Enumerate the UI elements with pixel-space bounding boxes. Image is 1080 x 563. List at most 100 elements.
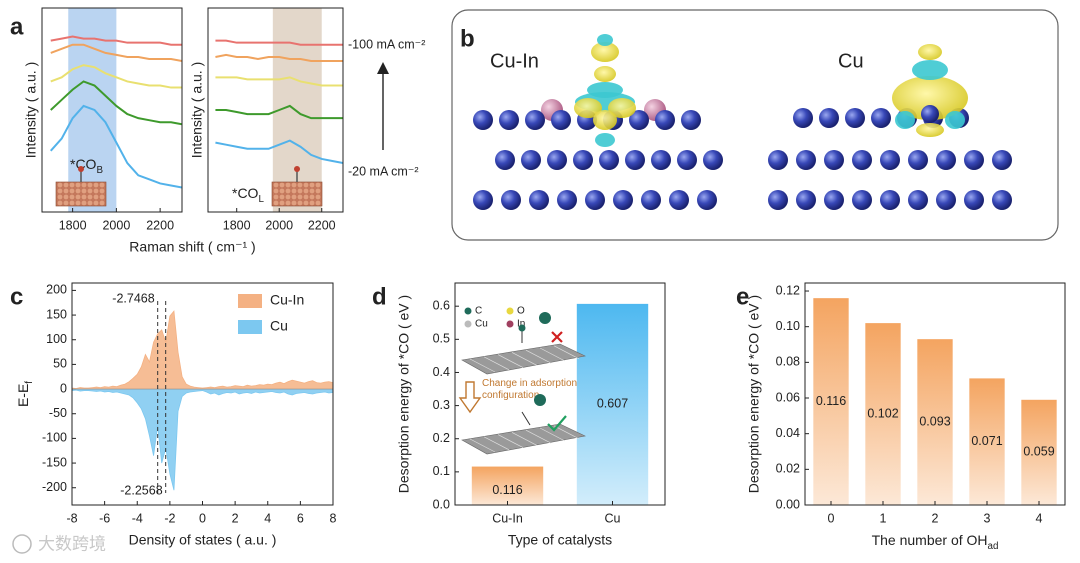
slab-icon xyxy=(55,181,107,207)
charge-lobe xyxy=(916,123,944,137)
slab-atom xyxy=(285,188,291,194)
slab-atom xyxy=(87,182,93,188)
x-axis-label: Type of catalysts xyxy=(508,532,612,548)
y-tick-label: 0.6 xyxy=(433,298,450,312)
charge-lobe xyxy=(895,111,915,129)
line xyxy=(215,139,343,165)
inset-legend-dot xyxy=(464,307,472,315)
atom xyxy=(768,190,788,210)
annotation-label: -2.7468 xyxy=(112,291,154,305)
y-tick-label: 0.4 xyxy=(433,365,450,379)
atom xyxy=(936,150,956,170)
y-tick-label: 200 xyxy=(46,283,67,297)
y-tick-label: 0.0 xyxy=(433,497,450,511)
atom xyxy=(852,190,872,210)
slab-atom xyxy=(285,182,291,188)
atom xyxy=(613,190,633,210)
line xyxy=(50,35,182,46)
x-axis-label: The number of OHad xyxy=(872,532,999,552)
charge-lobe xyxy=(918,44,942,60)
y-axis-label: Desorption energy of *CO ( eV ) xyxy=(746,295,762,493)
slab-atom xyxy=(81,188,87,194)
molecule-atom xyxy=(78,166,84,172)
slab-atom xyxy=(279,194,285,200)
slab-atom xyxy=(291,194,297,200)
watermark-icon xyxy=(12,534,32,554)
slab-atom xyxy=(93,188,99,194)
y-tick-label: 100 xyxy=(46,332,67,346)
slab-atom xyxy=(81,182,87,188)
atom xyxy=(819,108,839,128)
bar xyxy=(471,466,544,505)
slab-atom xyxy=(69,194,75,200)
axes-frame xyxy=(454,282,666,506)
annotation-main: *CO xyxy=(232,185,259,201)
x-tick-label: 4 xyxy=(264,511,271,525)
area-edge xyxy=(72,310,333,389)
inset-slab xyxy=(461,343,586,375)
y-tick-label: 0.1 xyxy=(433,464,450,478)
atom xyxy=(871,108,891,128)
line xyxy=(50,104,182,189)
annotation: *COB xyxy=(70,156,103,176)
x-tick-label: 2 xyxy=(232,511,239,525)
slab-atom xyxy=(63,182,69,188)
value-label: 0.071 xyxy=(971,434,1002,448)
panel-label: e xyxy=(736,283,749,310)
slab-atom xyxy=(315,194,321,200)
slab-atom xyxy=(93,194,99,200)
atom xyxy=(655,110,675,130)
bar xyxy=(865,323,901,505)
y-tick-label: 150 xyxy=(46,307,67,321)
inset-legend-label: Cu xyxy=(475,319,488,330)
x-axis-label: Raman shift ( cm⁻¹ ) xyxy=(129,239,255,255)
x-tick-label: 3 xyxy=(984,511,991,525)
atom xyxy=(964,190,984,210)
inset-slab-line xyxy=(525,429,552,444)
slab-atom xyxy=(279,182,285,188)
charge-lobe xyxy=(912,60,948,80)
inset-check xyxy=(547,415,567,432)
atom xyxy=(992,190,1012,210)
value-label: 0.607 xyxy=(597,397,628,411)
line xyxy=(50,80,182,126)
x-tick-label: 6 xyxy=(297,511,304,525)
line xyxy=(215,39,343,46)
atom xyxy=(697,190,717,210)
inset-legend-label: In xyxy=(517,319,525,330)
inset-arrow xyxy=(458,381,482,414)
atom xyxy=(521,150,541,170)
atom xyxy=(796,190,816,210)
y-tick-label: -150 xyxy=(42,455,67,469)
x-tick-label: -8 xyxy=(66,511,77,525)
inset-slab-line xyxy=(539,427,566,442)
y-axis-label-sub: f xyxy=(24,381,35,384)
atom xyxy=(551,110,571,130)
line xyxy=(50,43,182,63)
x-axis-label: Density of states ( a.u. ) xyxy=(129,532,277,548)
slab-atom xyxy=(87,188,93,194)
x-tick-label: 8 xyxy=(330,511,337,525)
atom xyxy=(681,110,701,130)
current-label: -100 mA cm⁻² xyxy=(348,37,425,51)
x-tick-label: 2000 xyxy=(102,218,130,232)
value-label: 0.093 xyxy=(919,414,950,428)
illustration-label: Cu xyxy=(838,50,864,72)
atom xyxy=(824,190,844,210)
inset-slab-line xyxy=(553,425,580,440)
current-label: -20 mA cm⁻² xyxy=(348,164,419,178)
inset-note-box: Change in adsorption configuration xyxy=(482,378,577,401)
molecule-atom xyxy=(294,166,300,172)
inset-legend-label: O xyxy=(517,306,525,317)
inset-molecule-atom xyxy=(518,324,526,332)
slab-atom xyxy=(315,182,321,188)
atom xyxy=(880,150,900,170)
area-fill xyxy=(72,311,333,390)
axes-frame xyxy=(41,7,183,213)
area-fill xyxy=(72,389,333,491)
y-tick-label: 0.06 xyxy=(776,390,800,404)
atom xyxy=(964,150,984,170)
slab-icon xyxy=(271,181,323,207)
slab-atom xyxy=(297,200,303,206)
